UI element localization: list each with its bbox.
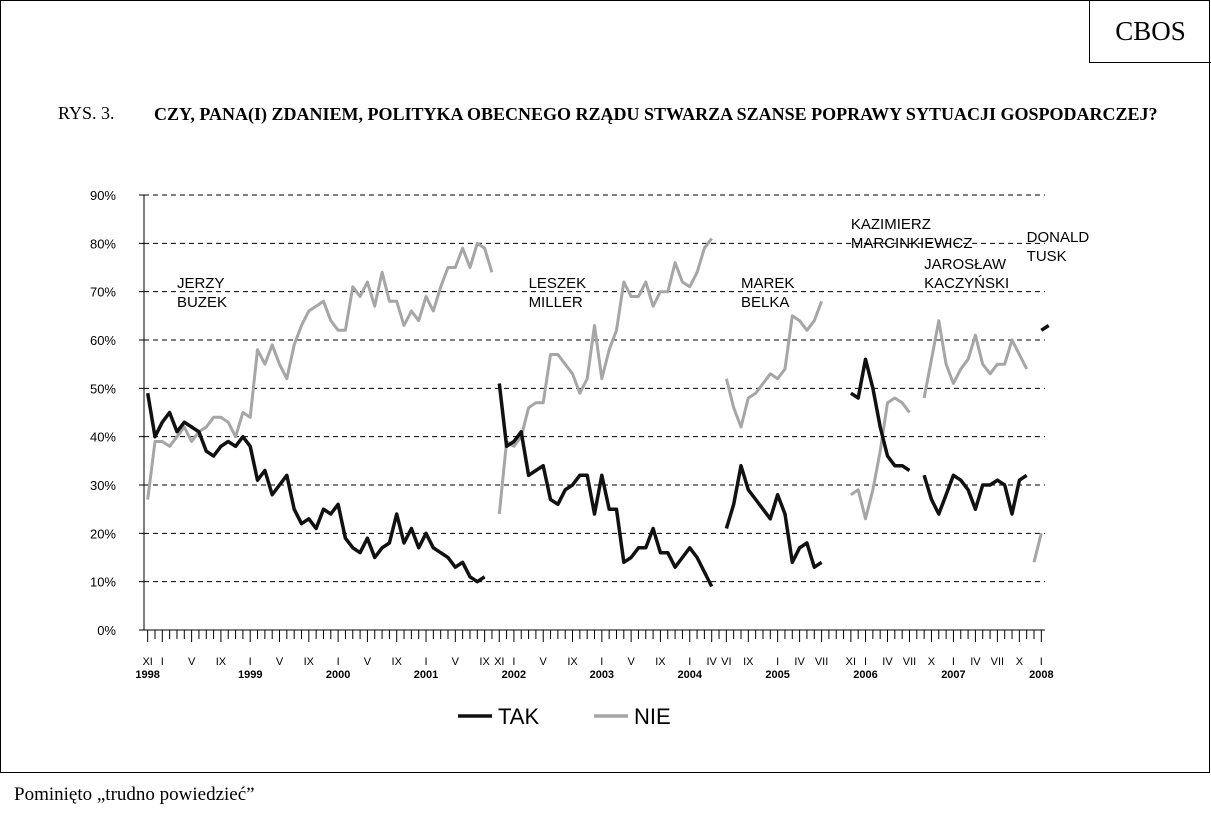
x-month-label: I: [161, 656, 164, 668]
series-line-tak: [849, 357, 911, 472]
annotation-label: DONALD TUSK: [1027, 229, 1090, 265]
x-month-label: I: [424, 656, 427, 668]
x-month-label: V: [276, 656, 284, 668]
y-tick-label: 40%: [90, 430, 116, 445]
x-month-label: XI: [142, 656, 152, 668]
x-month-label: IX: [567, 656, 578, 668]
legend-label-nie: NIE: [634, 704, 671, 729]
x-year-label: 2003: [590, 669, 614, 681]
x-month-label: IX: [216, 656, 227, 668]
x-month-label: VII: [903, 656, 916, 668]
x-month-label: IV: [794, 656, 805, 668]
chart-title: CZY, PANA(I) ZDANIEM, POLITYKA OBECNEGO …: [154, 104, 1158, 124]
x-month-label: IV: [707, 656, 718, 668]
y-tick-label: 90%: [90, 188, 116, 203]
x-month-label: V: [540, 656, 548, 668]
x-month-label: I: [249, 656, 252, 668]
x-month-label: I: [776, 656, 779, 668]
x-year-label: 1998: [135, 669, 159, 681]
x-month-label: IX: [655, 656, 666, 668]
series-line-tak: [1040, 324, 1050, 332]
x-month-label: IX: [479, 656, 490, 668]
x-year-label: 2007: [941, 669, 965, 681]
x-month-label: IX: [743, 656, 754, 668]
annotation-label: LESZEK MILLER: [529, 275, 587, 311]
legend-label-tak: TAK: [498, 704, 539, 729]
y-tick-label: 80%: [90, 236, 116, 251]
x-month-label: I: [864, 656, 867, 668]
brand-logo: CBOS: [1089, 0, 1211, 63]
series-line-tak: [922, 473, 1028, 516]
y-tick-label: 60%: [90, 333, 116, 348]
y-tick-label: 0%: [97, 623, 116, 638]
x-month-label: V: [452, 656, 460, 668]
x-month-label: I: [688, 656, 691, 668]
x-month-label: IX: [392, 656, 403, 668]
series-line-tak: [724, 463, 823, 569]
series-line-nie: [922, 319, 1029, 399]
x-month-label: VII: [991, 656, 1004, 668]
series-line-nie: [850, 396, 911, 521]
footnote: Pominięto „trudno powiedzieć”: [14, 784, 255, 805]
x-year-label: 2002: [502, 669, 526, 681]
line-chart: 0%10%20%30%40%50%60%70%80%90%XI I V IX I V IX I…: [90, 188, 1090, 729]
x-year-label: 2008: [1029, 669, 1053, 681]
x-month-label: V: [627, 656, 635, 668]
x-month-label: XI: [846, 656, 856, 668]
x-month-label: I: [512, 656, 515, 668]
x-month-label: I: [337, 656, 340, 668]
series-line-nie: [724, 300, 824, 429]
x-month-label: IV: [882, 656, 893, 668]
x-month-label: V: [188, 656, 196, 668]
x-month-label: X: [928, 656, 936, 668]
x-month-label: IV: [970, 656, 981, 668]
x-month-label: IX: [304, 656, 315, 668]
annotation-label: MAREK BELKA: [741, 275, 794, 311]
y-tick-label: 20%: [90, 526, 116, 541]
x-month-label: I: [600, 656, 603, 668]
x-year-label: 2000: [326, 669, 350, 681]
series-line-nie: [1032, 532, 1043, 563]
x-month-label: I: [1040, 656, 1043, 668]
x-month-label: I: [952, 656, 955, 668]
annotation-label: KAZIMIERZ MARCINKIEWICZ: [851, 216, 973, 252]
figure-frame: [0, 0, 1210, 773]
y-tick-label: 10%: [90, 575, 116, 590]
series-line-nie: [497, 237, 713, 515]
y-tick-label: 70%: [90, 285, 116, 300]
series-line-tak: [497, 383, 714, 588]
x-month-label: VII: [815, 656, 828, 668]
x-month-label: XI: [494, 656, 504, 668]
x-year-label: 2006: [853, 669, 877, 681]
x-month-label: V: [364, 656, 372, 668]
y-tick-label: 50%: [90, 381, 116, 396]
x-month-label: X: [1016, 656, 1024, 668]
x-month-label: VI: [721, 656, 731, 668]
series-line-nie: [146, 241, 494, 500]
annotation-label: JERZY BUZEK: [177, 275, 227, 311]
annotation-label: JAROSŁAW KACZYŃSKI: [924, 256, 1009, 292]
x-year-label: 1999: [238, 669, 262, 681]
figure-label: RYS. 3.: [58, 103, 115, 123]
series-line-tak: [145, 392, 486, 584]
x-year-label: 2005: [765, 669, 789, 681]
x-year-label: 2004: [677, 669, 702, 681]
x-year-label: 2001: [414, 669, 438, 681]
y-tick-label: 30%: [90, 478, 116, 493]
